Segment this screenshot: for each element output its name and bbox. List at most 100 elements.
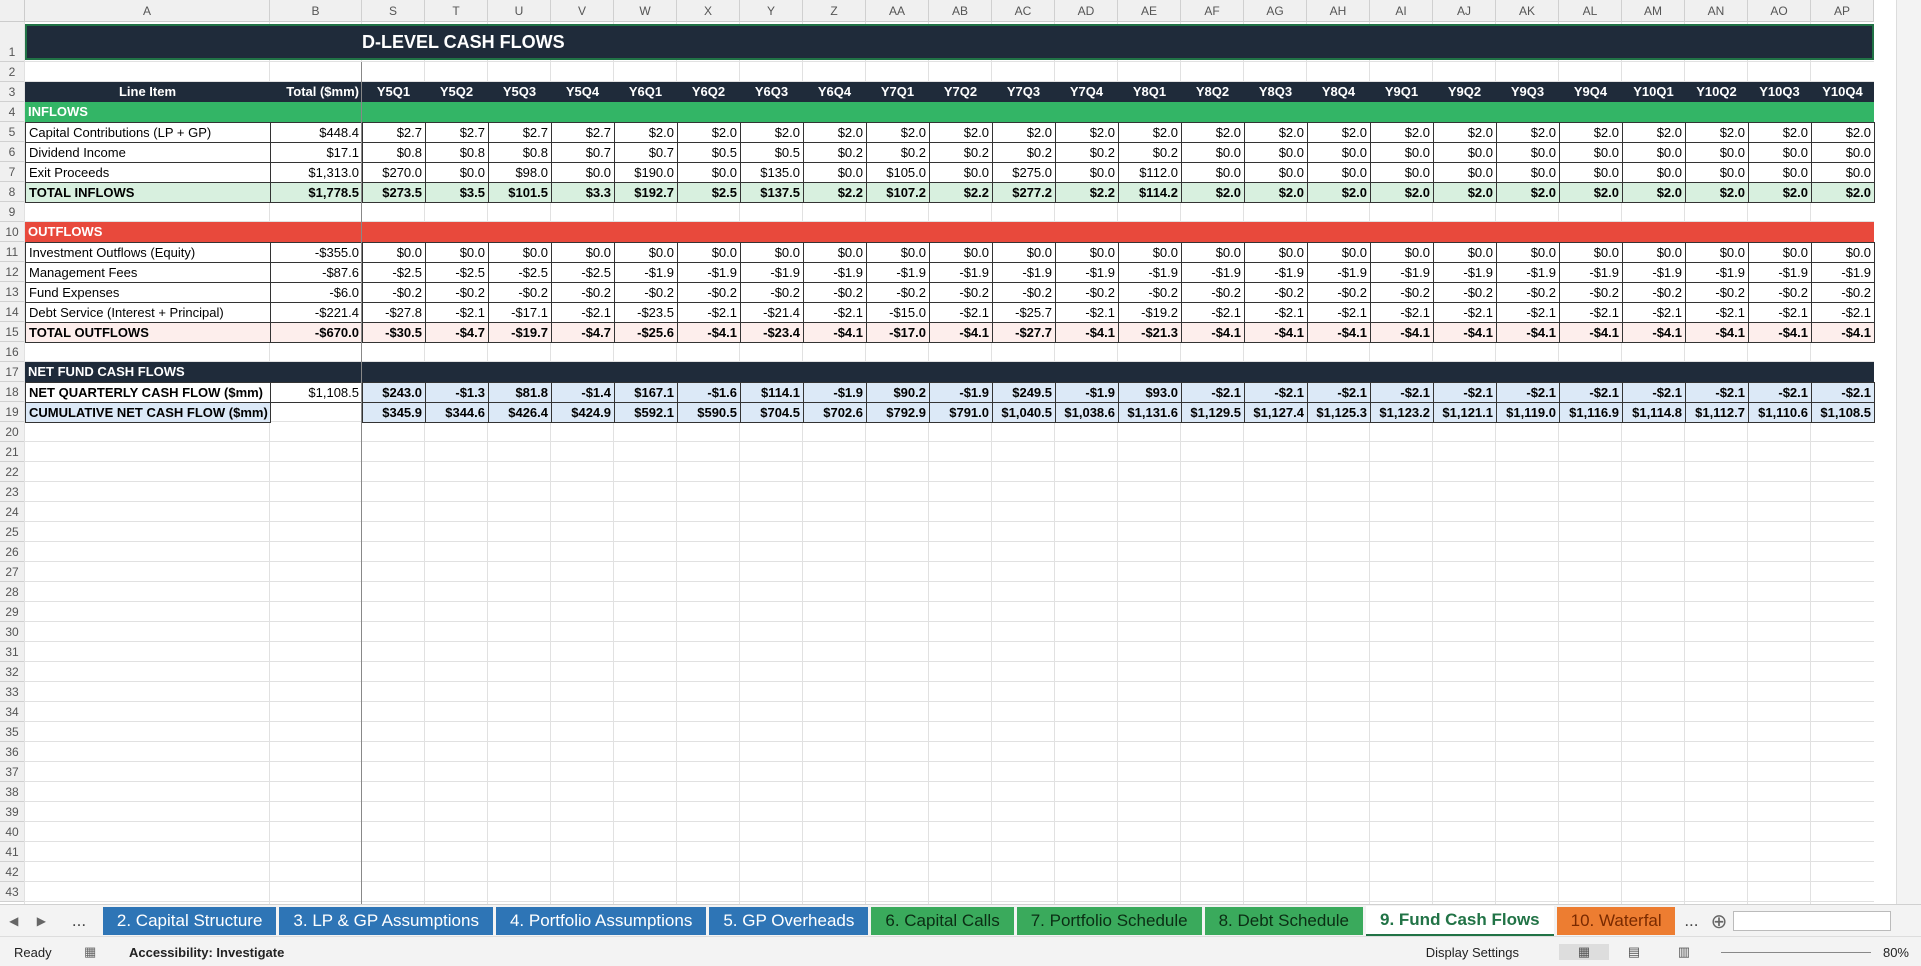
value-cell: -$1.9 bbox=[1433, 262, 1497, 283]
page-layout-view[interactable]: ▤ bbox=[1627, 944, 1641, 959]
row-number[interactable]: 18 bbox=[0, 382, 25, 402]
row-number[interactable]: 43 bbox=[0, 882, 25, 902]
column-header[interactable]: AC bbox=[992, 0, 1055, 22]
column-header[interactable]: AF bbox=[1181, 0, 1244, 22]
column-header[interactable]: AJ bbox=[1433, 0, 1496, 22]
normal-view[interactable]: ▦ bbox=[1558, 944, 1609, 960]
row-number[interactable]: 39 bbox=[0, 802, 25, 822]
total-cell: $1,108.5 bbox=[270, 382, 363, 403]
row-number[interactable]: 17 bbox=[0, 362, 25, 382]
row-number[interactable]: 33 bbox=[0, 682, 25, 702]
line-item: Management Fees bbox=[25, 262, 271, 283]
column-header[interactable]: AM bbox=[1622, 0, 1685, 22]
vertical-scrollbar[interactable] bbox=[1896, 0, 1921, 904]
column-header[interactable]: AK bbox=[1496, 0, 1559, 22]
sheet-tab[interactable]: 10. Waterfal bbox=[1556, 907, 1675, 935]
column-header[interactable]: V bbox=[551, 0, 614, 22]
row-number[interactable]: 8 bbox=[0, 182, 25, 202]
row-number[interactable]: 12 bbox=[0, 262, 25, 282]
row-number[interactable]: 2 bbox=[0, 62, 25, 82]
column-header[interactable]: AG bbox=[1244, 0, 1307, 22]
column-header[interactable]: X bbox=[677, 0, 740, 22]
column-header[interactable]: T bbox=[425, 0, 488, 22]
sheet-tab[interactable]: 7. Portfolio Schedule bbox=[1016, 907, 1202, 935]
column-header[interactable]: AI bbox=[1370, 0, 1433, 22]
value-cell: -$17.1 bbox=[488, 302, 552, 323]
tab-overflow-right[interactable]: ... bbox=[1684, 911, 1699, 930]
row-number[interactable]: 37 bbox=[0, 762, 25, 782]
row-number[interactable]: 11 bbox=[0, 242, 25, 262]
column-header[interactable]: W bbox=[614, 0, 677, 22]
row-number[interactable]: 42 bbox=[0, 862, 25, 882]
page-break-view[interactable]: ▥ bbox=[1677, 944, 1691, 959]
row-number[interactable]: 24 bbox=[0, 502, 25, 522]
row-number[interactable]: 29 bbox=[0, 602, 25, 622]
horizontal-scrollbar[interactable] bbox=[1732, 911, 1891, 931]
row-number[interactable]: 10 bbox=[0, 222, 25, 242]
column-header[interactable]: AL bbox=[1559, 0, 1622, 22]
sheet-tab[interactable]: 2. Capital Structure bbox=[102, 907, 277, 935]
row-number[interactable]: 34 bbox=[0, 702, 25, 722]
sheet-tab[interactable]: 3. LP & GP Assumptions bbox=[279, 907, 493, 935]
macro-icon[interactable]: ▦ bbox=[84, 944, 97, 959]
row-number[interactable]: 26 bbox=[0, 542, 25, 562]
tab-prev[interactable]: ◀ bbox=[9, 914, 19, 928]
row-number[interactable]: 14 bbox=[0, 302, 25, 322]
column-header[interactable]: AP bbox=[1811, 0, 1874, 22]
column-header[interactable]: AB bbox=[929, 0, 992, 22]
row-number[interactable]: 40 bbox=[0, 822, 25, 842]
display-settings[interactable]: Display Settings bbox=[1425, 944, 1519, 960]
sheet-tab[interactable]: 9. Fund Cash Flows bbox=[1366, 905, 1554, 937]
column-header[interactable]: Y bbox=[740, 0, 803, 22]
gridline bbox=[25, 221, 1874, 222]
column-header[interactable]: A bbox=[25, 0, 270, 22]
row-number[interactable]: 22 bbox=[0, 462, 25, 482]
accessibility-status[interactable]: Accessibility: Investigate bbox=[129, 944, 285, 960]
column-header[interactable]: U bbox=[488, 0, 551, 22]
row-number[interactable]: 3 bbox=[0, 82, 25, 102]
row-number[interactable]: 4 bbox=[0, 102, 25, 122]
row-number[interactable]: 16 bbox=[0, 342, 25, 362]
value-cell: $192.7 bbox=[614, 182, 678, 203]
row-number[interactable]: 32 bbox=[0, 662, 25, 682]
column-header[interactable]: AE bbox=[1118, 0, 1181, 22]
column-header[interactable]: AN bbox=[1685, 0, 1748, 22]
sheet-tab[interactable]: 4. Portfolio Assumptions bbox=[495, 907, 707, 935]
row-number[interactable]: 36 bbox=[0, 742, 25, 762]
row-number[interactable]: 25 bbox=[0, 522, 25, 542]
row-number[interactable]: 6 bbox=[0, 142, 25, 162]
add-sheet[interactable]: ⊕ bbox=[1710, 910, 1728, 933]
column-header[interactable]: AH bbox=[1307, 0, 1370, 22]
row-number[interactable]: 35 bbox=[0, 722, 25, 742]
sheet-tab[interactable]: 8. Debt Schedule bbox=[1204, 907, 1364, 935]
row-number[interactable]: 20 bbox=[0, 422, 25, 442]
column-header[interactable]: S bbox=[362, 0, 425, 22]
row-number[interactable]: 27 bbox=[0, 562, 25, 582]
row-number[interactable]: 9 bbox=[0, 202, 25, 222]
row-number[interactable]: 23 bbox=[0, 482, 25, 502]
row-number[interactable]: 21 bbox=[0, 442, 25, 462]
column-header[interactable]: AA bbox=[866, 0, 929, 22]
column-header[interactable]: Z bbox=[803, 0, 866, 22]
zoom-slider[interactable] bbox=[1720, 951, 1871, 953]
sheet-tab[interactable]: 5. GP Overheads bbox=[709, 907, 869, 935]
column-header[interactable]: B bbox=[270, 0, 362, 22]
row-number[interactable]: 13 bbox=[0, 282, 25, 302]
tab-next[interactable]: ▶ bbox=[36, 914, 46, 928]
row-number[interactable]: 7 bbox=[0, 162, 25, 182]
row-number[interactable]: 19 bbox=[0, 402, 25, 422]
value-cell: -$4.1 bbox=[677, 322, 741, 343]
column-header[interactable]: AO bbox=[1748, 0, 1811, 22]
tab-overflow-left[interactable]: ... bbox=[71, 911, 87, 930]
sheet-tab[interactable]: 6. Capital Calls bbox=[871, 907, 1014, 935]
row-number[interactable]: 5 bbox=[0, 122, 25, 142]
row-number[interactable]: 41 bbox=[0, 842, 25, 862]
row-number[interactable]: 31 bbox=[0, 642, 25, 662]
row-number[interactable]: 30 bbox=[0, 622, 25, 642]
column-header[interactable]: AD bbox=[1055, 0, 1118, 22]
row-number[interactable]: 15 bbox=[0, 322, 25, 342]
zoom-level[interactable]: 80% bbox=[1882, 944, 1909, 960]
row-number[interactable]: 28 bbox=[0, 582, 25, 602]
row-number[interactable]: 1 bbox=[0, 22, 25, 62]
row-number[interactable]: 38 bbox=[0, 782, 25, 802]
